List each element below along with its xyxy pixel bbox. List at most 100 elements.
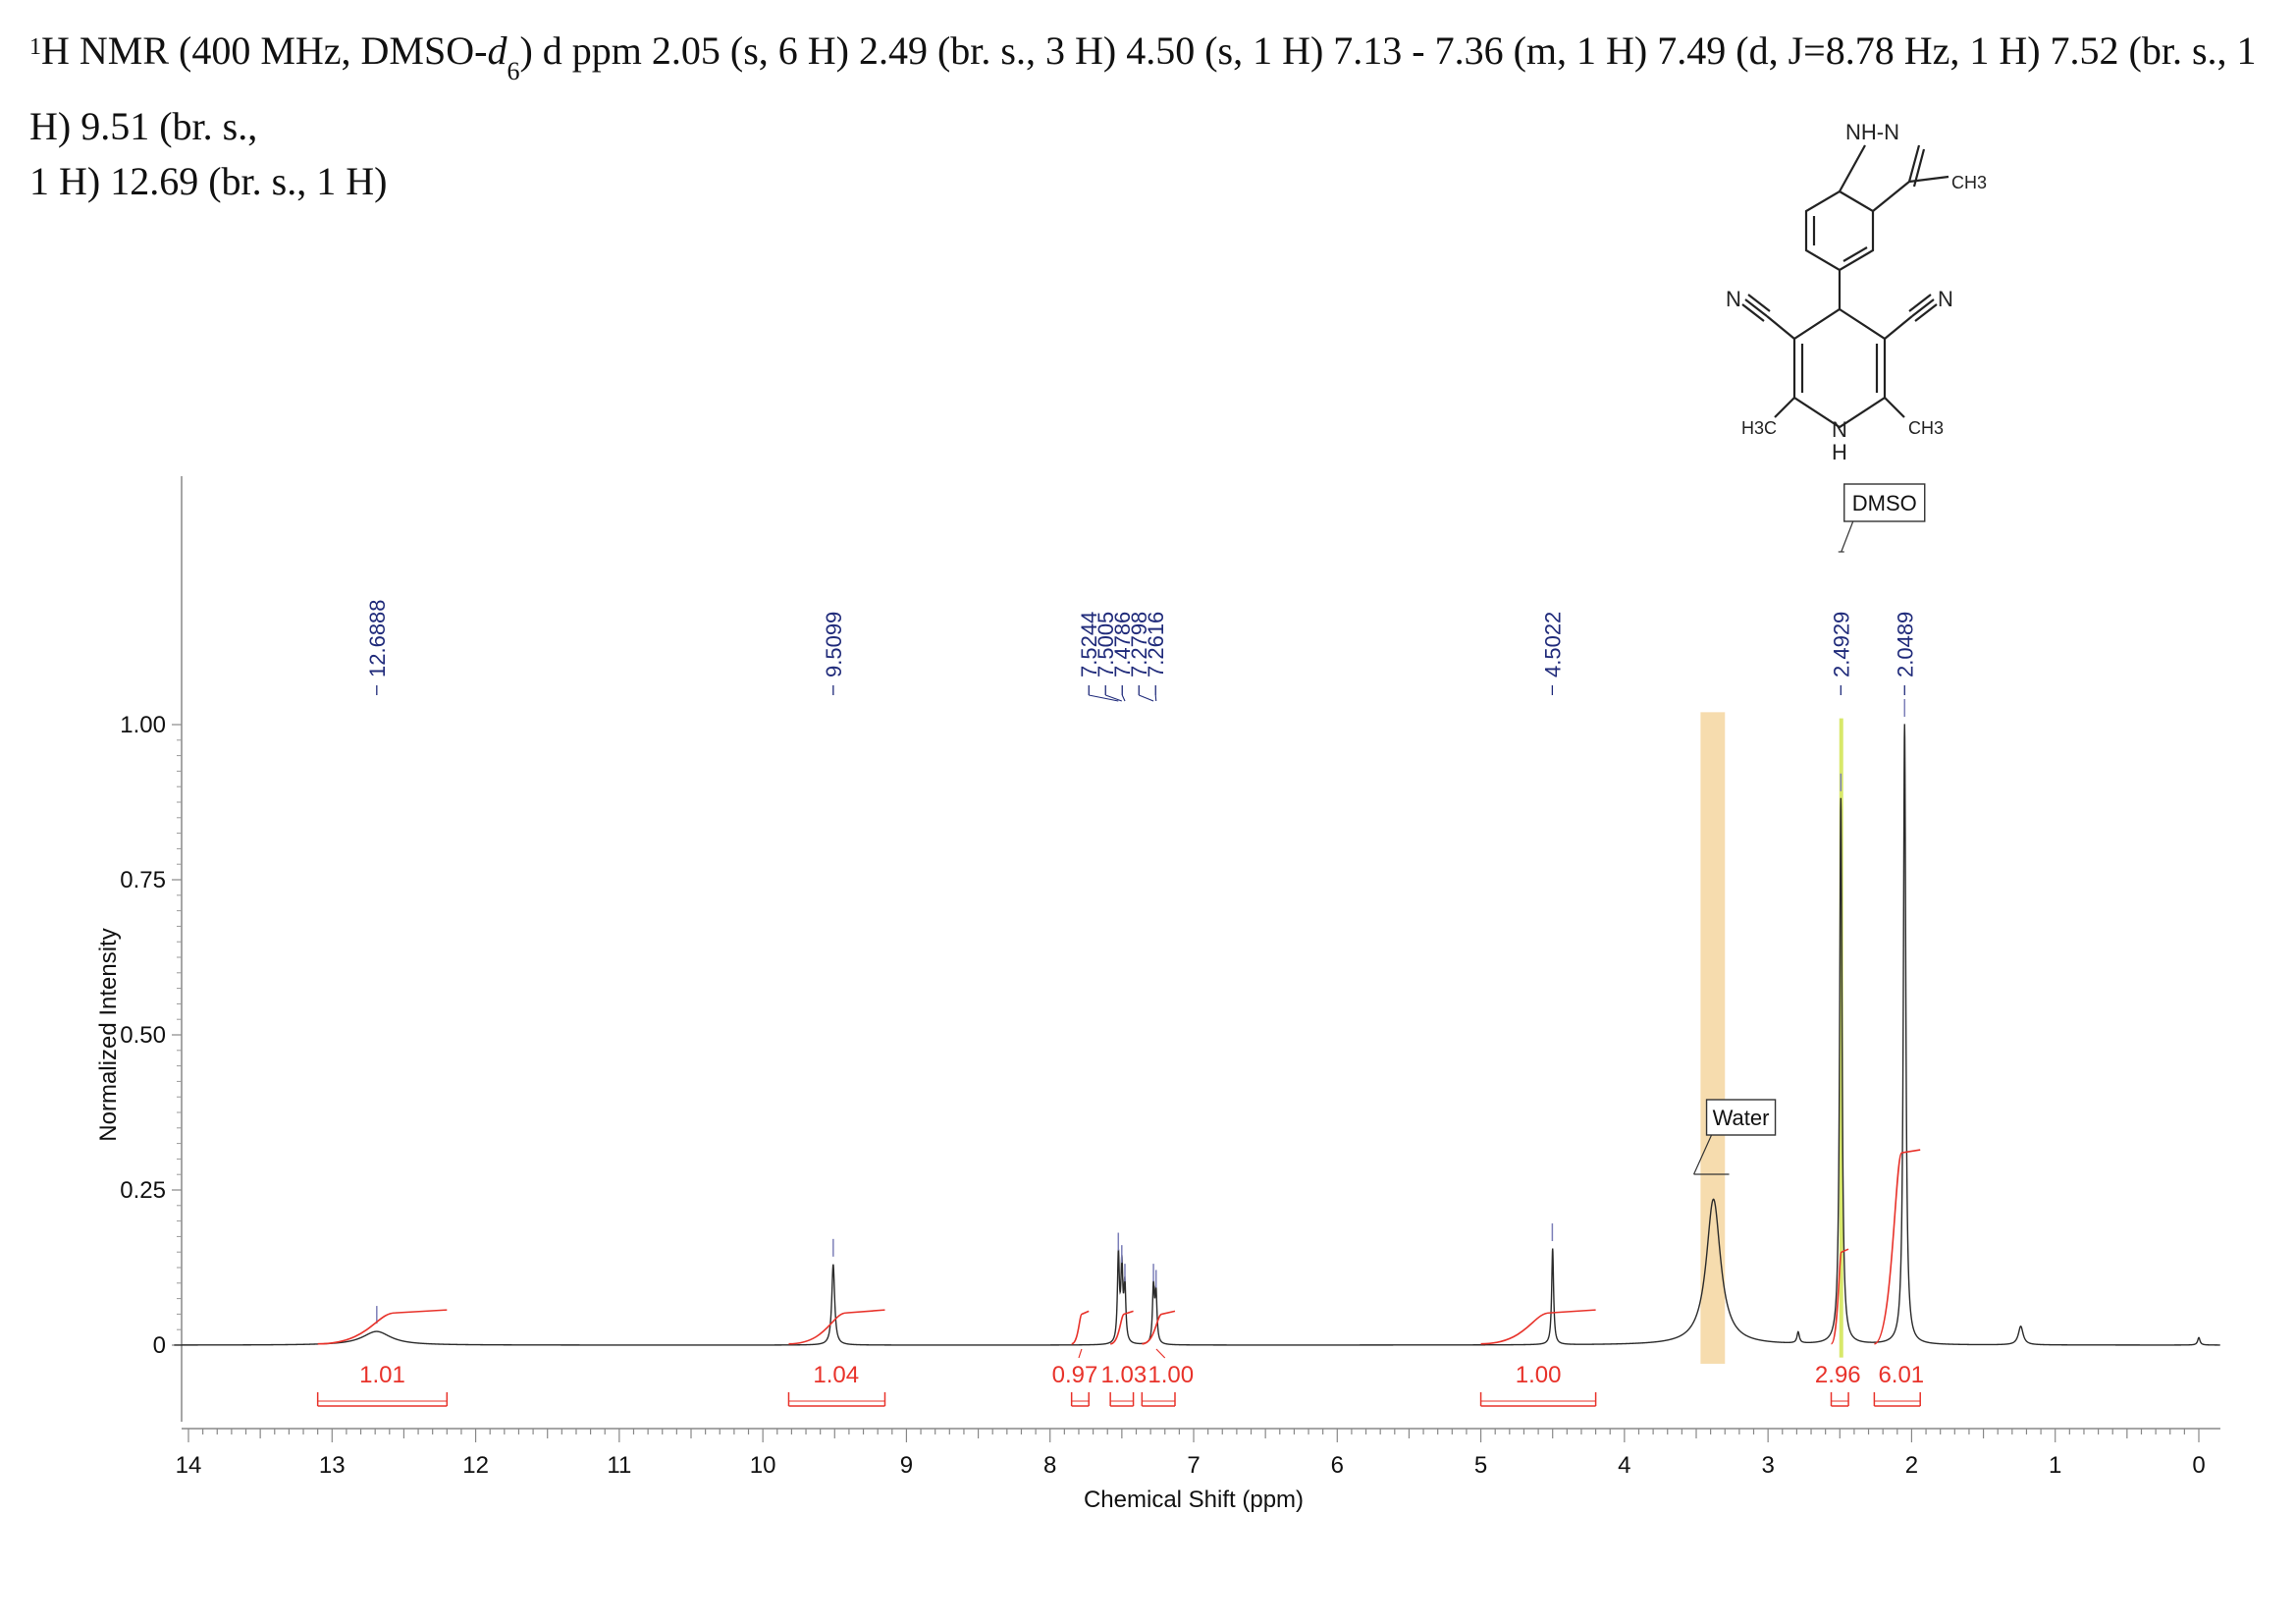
nitrile-left-bond bbox=[1766, 315, 1795, 340]
x-tick-label: 5 bbox=[1474, 1452, 1487, 1479]
integrals: 1.01 1.04 0.97 1.03 1.00 1.00 2.96 6.01 bbox=[316, 1149, 1924, 1407]
x-tick-label: 9 bbox=[900, 1452, 913, 1479]
water-annotation-box bbox=[1705, 1099, 1777, 1136]
integral-curve bbox=[1109, 1310, 1134, 1345]
integral-value: 1.00 bbox=[1148, 1362, 1194, 1388]
integral-curve bbox=[1873, 1149, 1921, 1345]
spectrum-line bbox=[174, 724, 2220, 1346]
dihydropyridine-ring bbox=[1792, 307, 1887, 429]
peak-label-leader bbox=[1105, 694, 1122, 702]
integral-curve bbox=[1142, 1310, 1176, 1345]
isotope-superscript: 1 bbox=[29, 34, 41, 60]
integral-curve bbox=[1830, 1248, 1849, 1345]
dmso-annotation-box bbox=[1843, 483, 1926, 522]
nitrile-n-left-label: N bbox=[1726, 287, 1741, 311]
y-tick-label: 0.50 bbox=[120, 1022, 166, 1049]
h3c-label: H3C bbox=[1741, 418, 1777, 438]
peak-label: 7.2798 bbox=[1127, 612, 1151, 677]
dmso-annotation-leader bbox=[1841, 520, 1854, 553]
methyl-bond bbox=[1908, 175, 1949, 184]
dmso-annotation-label: DMSO bbox=[1852, 491, 1917, 515]
peak-label-leader bbox=[1121, 694, 1126, 702]
integral-curve bbox=[788, 1309, 885, 1345]
peak-label: 7.5244 bbox=[1077, 612, 1101, 677]
x-axis-label: Chemical Shift (ppm) bbox=[1084, 1487, 1304, 1513]
peak-markers bbox=[376, 699, 1906, 1325]
integral-value: 6.01 bbox=[1878, 1362, 1924, 1388]
nh-n-label: NH-N bbox=[1845, 120, 1899, 144]
ring-h-label: H bbox=[1832, 440, 1847, 464]
benzene-double-bond-2 bbox=[1842, 246, 1868, 262]
x-tick-label: 12 bbox=[462, 1452, 489, 1479]
water-annotation-label: Water bbox=[1713, 1106, 1770, 1130]
nitrile-right-triple-3 bbox=[1914, 303, 1938, 322]
description-line-1: 1H NMR (400 MHz, DMSO-d6) d ppm 2.05 (s,… bbox=[29, 20, 2268, 154]
description-line-1-start: H NMR (400 MHz, DMSO- bbox=[41, 28, 488, 73]
integral-curve bbox=[317, 1309, 448, 1345]
integral-value: 1.01 bbox=[359, 1362, 405, 1388]
peak-label: 2.4929 bbox=[1829, 612, 1853, 677]
x-tick-label: 11 bbox=[607, 1452, 631, 1479]
x-tick-label: 14 bbox=[176, 1452, 202, 1479]
x-tick-label: 7 bbox=[1187, 1452, 1200, 1479]
x-tick-label: 4 bbox=[1618, 1452, 1630, 1479]
integral-value: 1.00 bbox=[1516, 1362, 1562, 1388]
y-tick-label: 1.00 bbox=[120, 712, 166, 738]
integral-curve bbox=[1480, 1309, 1596, 1345]
x-axis-ticks: 14 13 12 11 10 9 8 7 6 5 4 3 2 1 0 bbox=[176, 1429, 2206, 1479]
description-line-2: 1 H) 12.69 (br. s., 1 H) bbox=[29, 159, 388, 203]
solvent-subscript: 6 bbox=[507, 57, 520, 85]
nitrile-left-triple-2 bbox=[1747, 294, 1771, 312]
peak-label: 7.2616 bbox=[1144, 612, 1168, 677]
peak-label: 12.6888 bbox=[365, 599, 390, 677]
integral-curve bbox=[1071, 1310, 1090, 1345]
ch3-top-label: CH3 bbox=[1951, 173, 1987, 192]
y-axis-label: Normalized Intensity bbox=[95, 928, 122, 1141]
nitrile-left-triple-1 bbox=[1744, 298, 1768, 317]
description-line-1-end: ) d ppm 2.05 (s, 6 H) 2.49 (br. s., 3 H)… bbox=[29, 28, 2257, 148]
nitrile-right-triple-1 bbox=[1911, 298, 1935, 317]
ring-n-label: N bbox=[1832, 417, 1847, 442]
integral-value: 2.96 bbox=[1815, 1362, 1861, 1388]
x-tick-label: 1 bbox=[2049, 1452, 2061, 1479]
x-tick-label: 2 bbox=[1905, 1452, 1918, 1479]
x-tick-label: 8 bbox=[1043, 1452, 1056, 1479]
y-tick-label: 0 bbox=[153, 1332, 166, 1359]
y-tick-label: 0.75 bbox=[120, 867, 166, 893]
x-tick-label: 6 bbox=[1331, 1452, 1344, 1479]
molecule-labels: NH-N CH3 N N H3C CH3 N H bbox=[1726, 120, 1987, 464]
methyl-right-bond bbox=[1884, 397, 1905, 418]
pyrazole-bond-1 bbox=[1839, 144, 1866, 192]
spectrum-description: 1H NMR (400 MHz, DMSO-d6) d ppm 2.05 (s,… bbox=[29, 20, 2268, 209]
peak-labels: 12.6888 9.5099 7.52447.50057.47867.27987.2… bbox=[365, 599, 1917, 702]
nitrile-right-triple-2 bbox=[1908, 294, 1932, 312]
integral-value: 0.97 bbox=[1052, 1362, 1098, 1388]
nitrile-left-triple-3 bbox=[1741, 303, 1765, 322]
methyl-left-bond bbox=[1774, 397, 1795, 418]
ch3-right-label: CH3 bbox=[1908, 418, 1944, 438]
y-tick-label: 0.25 bbox=[120, 1177, 166, 1204]
y-axis-ticks: 0 0.25 0.50 0.75 1.00 bbox=[120, 712, 182, 1359]
peak-label-leader bbox=[1139, 694, 1154, 702]
peak-label: 7.4786 bbox=[1110, 612, 1135, 677]
x-tick-label: 0 bbox=[2192, 1452, 2205, 1479]
molecule-structure bbox=[1741, 144, 1949, 429]
solvent-d: d bbox=[487, 28, 507, 73]
peak-label: 7.5005 bbox=[1094, 612, 1118, 677]
water-annotation-leader bbox=[1693, 1134, 1713, 1175]
x-tick-label: 3 bbox=[1761, 1452, 1774, 1479]
integral-value: 1.03 bbox=[1100, 1362, 1147, 1388]
integral-connector bbox=[1155, 1348, 1166, 1359]
integral-value: 1.04 bbox=[813, 1362, 859, 1388]
x-tick-label: 13 bbox=[319, 1452, 346, 1479]
peak-label: 2.0489 bbox=[1893, 612, 1917, 677]
peak-label-leader bbox=[1089, 694, 1119, 702]
pyrazole-bond-3 bbox=[1907, 144, 1921, 183]
annotations: DMSO Water bbox=[1693, 483, 1926, 1175]
nitrile-right-bond bbox=[1884, 315, 1913, 340]
integral-connector bbox=[1078, 1348, 1083, 1359]
nitrile-n-right-label: N bbox=[1938, 287, 1953, 311]
peak-label: 4.5022 bbox=[1540, 612, 1565, 677]
peak-label: 9.5099 bbox=[822, 612, 846, 677]
